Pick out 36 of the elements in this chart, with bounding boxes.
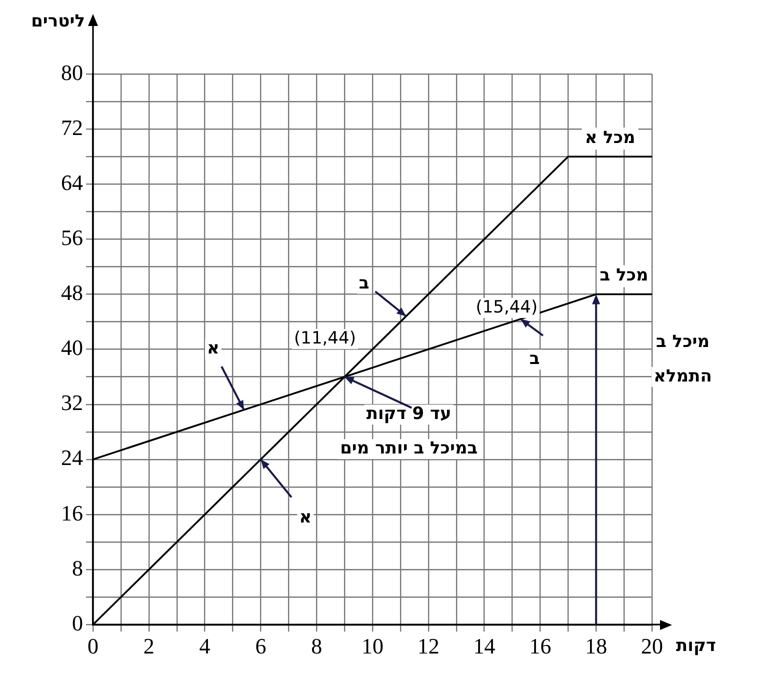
y-tick-label: 24 (61, 445, 83, 470)
y-tick-label: 48 (61, 280, 83, 306)
x-tick-label: 6 (255, 634, 266, 659)
series-label: מכל א (584, 128, 636, 148)
annotation: ב (358, 273, 370, 294)
y-tick-label: 0 (72, 610, 83, 636)
x-tick-label: 0 (88, 634, 98, 659)
x-tick-label: 20 (641, 634, 663, 659)
y-tick-label: 72 (61, 114, 83, 140)
series-label: מכל ב (600, 266, 648, 286)
y-axis-title: ליטרים (31, 11, 85, 32)
y-tick-label: 56 (61, 224, 83, 250)
x-tick-label: 10 (362, 634, 384, 659)
y-tick-label: 16 (61, 500, 83, 526)
y-tick-label: 32 (61, 390, 83, 416)
y-tick-label: 80 (61, 60, 83, 85)
y-tick-label: 8 (72, 555, 83, 580)
annotation: עד 9 דקות (366, 404, 452, 424)
text: מיכל ב (656, 332, 710, 352)
annotation: (15,44) (476, 297, 538, 318)
annotation: במיכל ב יותר מים (340, 438, 478, 459)
x-axis-title: דקות (676, 636, 716, 656)
annotation: א (299, 507, 312, 528)
x-tick-label: 4 (199, 634, 210, 659)
x-tick-label: 8 (311, 634, 322, 659)
x-tick-label: 12 (417, 634, 440, 659)
annotation: (11,44) (294, 328, 356, 348)
y-tick-label: 40 (61, 335, 83, 360)
x-tick-label: 18 (585, 634, 608, 659)
annotation: א (206, 338, 220, 359)
x-tick-label: 2 (143, 634, 154, 659)
text: התמלא (654, 366, 712, 386)
y-tick-label: 64 (61, 170, 83, 195)
x-tick-label: 14 (473, 634, 496, 659)
annotation: ב (529, 349, 540, 370)
x-tick-label: 16 (529, 634, 552, 659)
